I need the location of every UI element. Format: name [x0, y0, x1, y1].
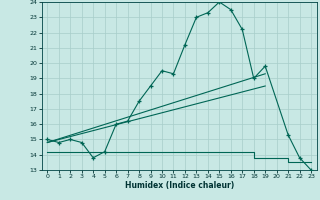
X-axis label: Humidex (Indice chaleur): Humidex (Indice chaleur): [124, 181, 234, 190]
